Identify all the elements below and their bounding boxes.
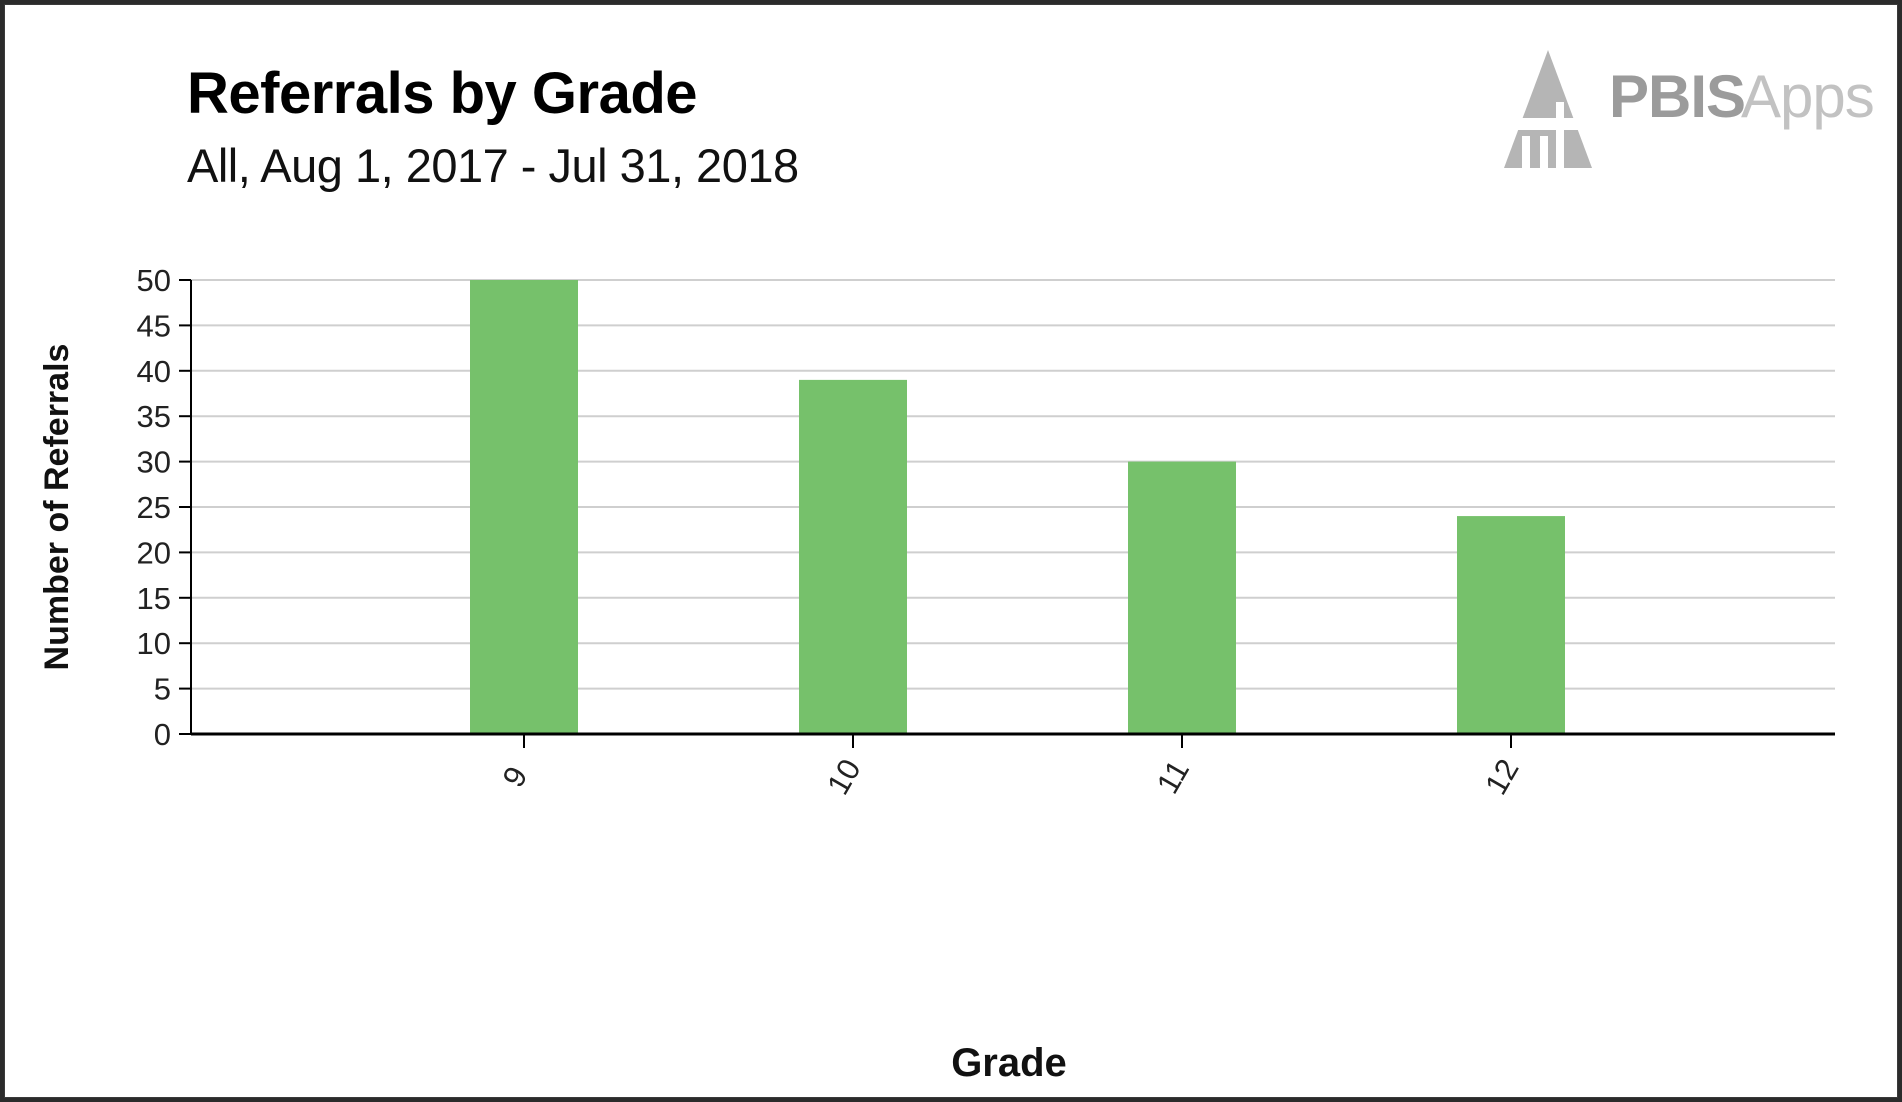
- pbis-house-icon: [1504, 50, 1592, 168]
- logo-text-strong: PBIS: [1609, 63, 1746, 130]
- y-tick-label: 25: [137, 490, 171, 525]
- bar-grade-9: [470, 280, 578, 734]
- y-tick-label: 45: [137, 308, 171, 343]
- bar-grade-10: [799, 379, 907, 734]
- y-tick-label: 40: [137, 354, 171, 389]
- pbis-apps-logo: PBIS Apps: [1494, 42, 1875, 174]
- chart-subtitle: All, Aug 1, 2017 - Jul 31, 2018: [187, 139, 799, 192]
- bar-grade-11: [1128, 461, 1236, 734]
- y-tick-label: 0: [154, 717, 171, 752]
- y-tick-label: 30: [137, 445, 171, 480]
- chart-frame: Referrals by Grade All, Aug 1, 2017 - Ju…: [4, 4, 1898, 1098]
- x-tick-label: 10: [820, 753, 868, 800]
- bar-grade-12: [1457, 516, 1565, 734]
- y-tick-label: 50: [137, 263, 171, 298]
- y-axis-ticks: 0 5 10 15 20 25 30 35 40 45 50: [137, 263, 191, 752]
- y-tick-label: 5: [154, 672, 171, 707]
- y-tick-label: 35: [137, 399, 171, 434]
- logo-text-light: Apps: [1741, 63, 1875, 130]
- x-tick-label: 11: [1150, 754, 1196, 799]
- y-tick-label: 15: [137, 581, 171, 616]
- x-tick-label: 12: [1478, 753, 1526, 800]
- bar-chart: 0 5 10 15 20 25 30 35 40 45 50 9 10 11 12 Number of R…: [38, 263, 1835, 1085]
- y-tick-label: 10: [137, 626, 171, 661]
- gridlines: [191, 279, 1835, 690]
- y-axis-title: Number of Referrals: [38, 344, 76, 671]
- y-tick-label: 20: [137, 535, 171, 570]
- bars: [470, 280, 1565, 734]
- x-axis-title: Grade: [951, 1041, 1067, 1085]
- chart-title: Referrals by Grade: [187, 61, 698, 126]
- x-axis-ticks: 9 10 11 12: [495, 734, 1526, 800]
- x-tick-label: 9: [495, 761, 534, 793]
